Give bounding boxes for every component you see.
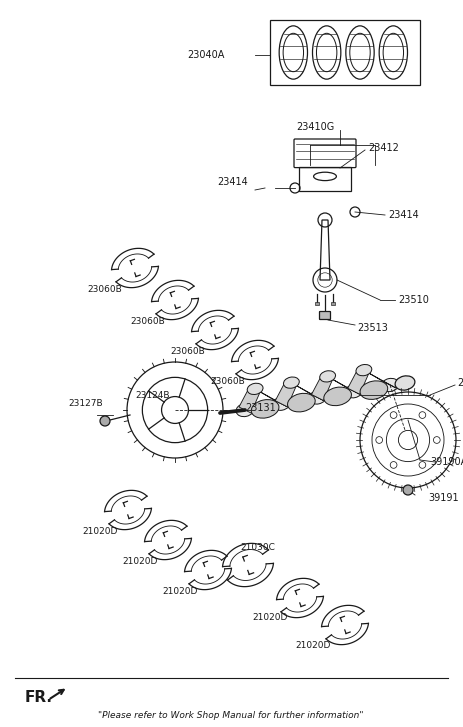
- Circle shape: [100, 416, 110, 426]
- Text: FR.: FR.: [25, 691, 53, 705]
- Ellipse shape: [381, 378, 399, 392]
- Ellipse shape: [356, 364, 372, 376]
- Polygon shape: [323, 374, 360, 394]
- Text: "Please refer to Work Shop Manual for further information": "Please refer to Work Shop Manual for fu…: [98, 710, 364, 720]
- Text: 21020D: 21020D: [82, 528, 118, 537]
- Polygon shape: [239, 386, 260, 413]
- Polygon shape: [275, 379, 296, 406]
- Text: 23110: 23110: [457, 378, 463, 388]
- Text: 23040A: 23040A: [188, 50, 225, 60]
- Polygon shape: [359, 367, 396, 388]
- Polygon shape: [250, 386, 287, 406]
- Text: 23124B: 23124B: [135, 392, 169, 401]
- FancyBboxPatch shape: [319, 311, 331, 319]
- Text: 21020D: 21020D: [162, 587, 197, 596]
- Text: 23060B: 23060B: [130, 318, 165, 326]
- Text: 23414: 23414: [217, 177, 248, 187]
- Bar: [299, 166, 351, 191]
- Text: 21020D: 21020D: [252, 614, 288, 622]
- Text: 23510: 23510: [398, 295, 429, 305]
- Text: 23414: 23414: [388, 210, 419, 220]
- Bar: [332, 302, 335, 305]
- Text: 21030C: 21030C: [240, 544, 275, 553]
- Text: 39190A: 39190A: [430, 457, 463, 467]
- Text: 23060B: 23060B: [87, 286, 122, 294]
- Text: 21020D: 21020D: [295, 640, 331, 649]
- Text: 23131: 23131: [245, 403, 276, 413]
- Ellipse shape: [283, 377, 299, 388]
- Text: 39191: 39191: [428, 493, 459, 503]
- Ellipse shape: [247, 383, 263, 395]
- Circle shape: [403, 485, 413, 495]
- Ellipse shape: [272, 397, 290, 410]
- Text: 23127B: 23127B: [68, 400, 103, 409]
- Ellipse shape: [236, 403, 254, 417]
- Polygon shape: [287, 379, 324, 401]
- Text: 23060B: 23060B: [210, 377, 245, 387]
- Text: 21020D: 21020D: [122, 558, 157, 566]
- Text: 23060B: 23060B: [170, 348, 205, 356]
- Ellipse shape: [251, 400, 279, 418]
- Bar: [270, 20, 420, 85]
- Ellipse shape: [395, 376, 415, 390]
- Text: 23513: 23513: [357, 323, 388, 333]
- Ellipse shape: [360, 381, 388, 399]
- Ellipse shape: [288, 393, 315, 412]
- Polygon shape: [312, 374, 332, 401]
- Ellipse shape: [309, 391, 326, 404]
- Ellipse shape: [324, 387, 351, 406]
- Ellipse shape: [320, 371, 336, 382]
- FancyArrowPatch shape: [50, 690, 64, 699]
- Text: 23412: 23412: [368, 143, 399, 153]
- Ellipse shape: [345, 385, 363, 398]
- Text: 23410G: 23410G: [296, 122, 334, 132]
- Polygon shape: [348, 367, 369, 394]
- Bar: [314, 302, 319, 305]
